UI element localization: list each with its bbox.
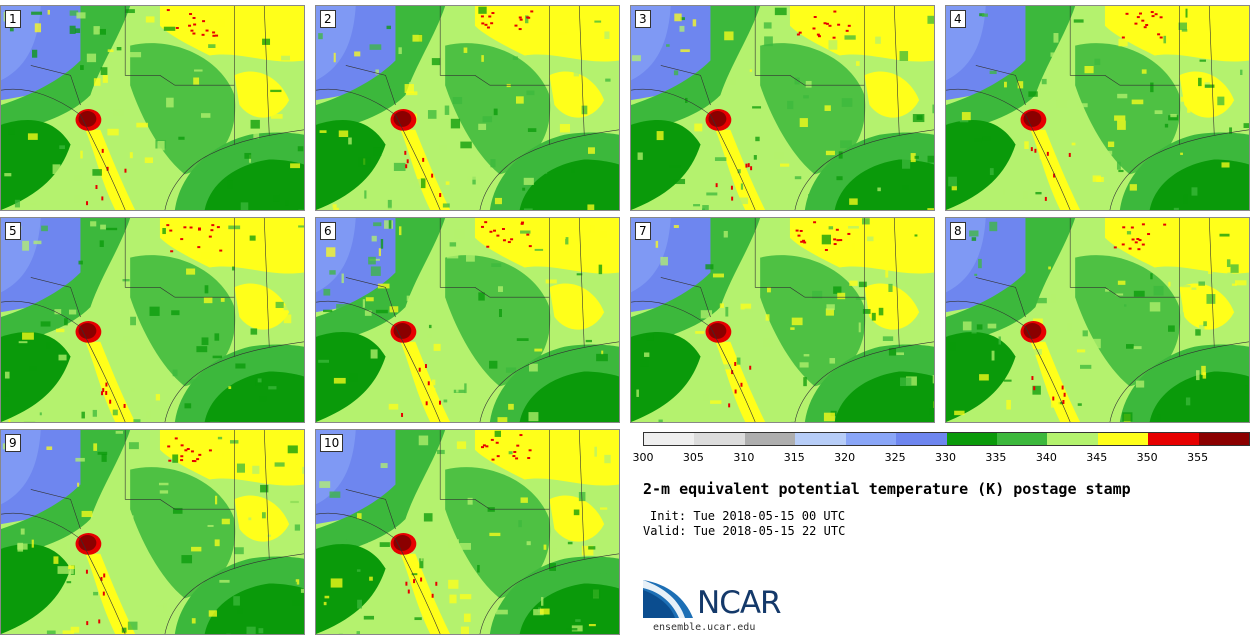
ncar-logo-text: NCAR	[697, 585, 782, 621]
colorbar-segment	[896, 433, 947, 445]
colorbar-segment	[795, 433, 846, 445]
init-time: Init: Tue 2018-05-15 00 UTC	[650, 509, 846, 523]
member-number-label: 9	[5, 434, 21, 452]
colorbar-segment	[744, 433, 796, 445]
member-number-label: 10	[320, 434, 344, 452]
colorbar-segment	[1198, 433, 1250, 445]
colorbar-tick-label: 325	[884, 451, 906, 464]
member-map-panel: 5	[0, 217, 305, 423]
colorbar-tick-label: 305	[682, 451, 704, 464]
member-map-panel: 10	[315, 429, 620, 635]
member-map-panel: 1	[0, 5, 305, 211]
member-number-label: 8	[950, 222, 966, 240]
member-map-panel: 4	[945, 5, 1250, 211]
ncar-logo-icon	[643, 580, 693, 618]
colorbar-tick-label: 350	[1136, 451, 1158, 464]
figure-title: 2-m equivalent potential temperature (K)…	[643, 480, 1131, 498]
colorbar-tick-label: 330	[935, 451, 956, 464]
member-number-label: 2	[320, 10, 336, 28]
colorbar	[643, 432, 1250, 446]
member-map-panel: 9	[0, 429, 305, 635]
member-number-label: 3	[635, 10, 651, 28]
colorbar-segment	[1148, 433, 1199, 445]
colorbar-tick-label: 315	[783, 451, 805, 464]
colorbar-tick-label: 340	[1035, 451, 1057, 464]
member-map-panel: 8	[945, 217, 1250, 423]
member-map-panel: 6	[315, 217, 620, 423]
colorbar-segment	[1047, 433, 1098, 445]
colorbar-tick-label: 310	[733, 451, 755, 464]
colorbar-segment	[946, 433, 997, 445]
member-map-panel: 7	[630, 217, 935, 423]
colorbar-segment	[1097, 433, 1149, 445]
colorbar-segment	[845, 433, 897, 445]
member-number-label: 6	[320, 222, 336, 240]
valid-time: Valid: Tue 2018-05-15 22 UTC	[643, 524, 846, 538]
member-number-label: 7	[635, 222, 651, 240]
colorbar-ticks: 300 305 310 315 320 325 330 335 340 345 350 355	[633, 451, 1248, 465]
colorbar-tick-label: 320	[834, 451, 856, 464]
colorbar-segment	[694, 433, 745, 445]
colorbar-segment	[644, 433, 695, 445]
colorbar-tick-label: 335	[985, 451, 1007, 464]
colorbar-segment	[996, 433, 1048, 445]
colorbar-tick-label: 345	[1086, 451, 1108, 464]
member-number-label: 5	[5, 222, 21, 240]
member-map-panel: 2	[315, 5, 620, 211]
member-number-label: 1	[5, 10, 21, 28]
colorbar-tick-label: 300	[632, 451, 654, 464]
member-map-panel: 3	[630, 5, 935, 211]
logo-url: ensemble.ucar.edu	[653, 622, 756, 633]
colorbar-tick-label: 355	[1187, 451, 1209, 464]
member-number-label: 4	[950, 10, 966, 28]
